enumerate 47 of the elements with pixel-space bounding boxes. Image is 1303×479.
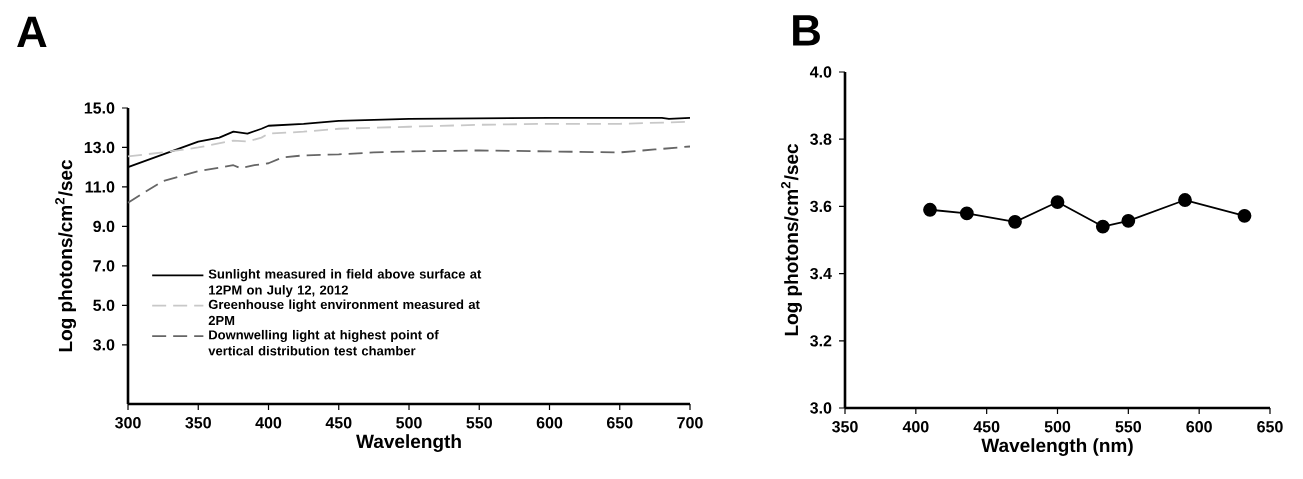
- point: [1237, 208, 1252, 223]
- x-tick-label: 550: [466, 417, 492, 429]
- line-series: [127, 145, 691, 204]
- text: A: [17, 16, 47, 47]
- point: [1095, 219, 1110, 234]
- point: [923, 202, 937, 217]
- point: [1121, 213, 1136, 228]
- y-tick-label: 3.0: [93, 339, 115, 351]
- x-tick-label: 650: [1257, 421, 1283, 433]
- x-tick-label: 400: [902, 421, 929, 433]
- text: B: [793, 15, 820, 46]
- legend-label: Downwelling light at highest point of vertical distribution test chamber: [208, 329, 439, 356]
- x-axis-title: Wavelength: [356, 434, 461, 452]
- y-tick-label: 15.0: [84, 102, 115, 114]
- y-tick-label: 4.0: [809, 66, 832, 78]
- y-tick-label: 3.4: [810, 267, 832, 280]
- y-axis-title: Log photons/cm$^{2}$/sec: [781, 144, 802, 336]
- point: [1008, 214, 1022, 229]
- legend-label: Greenhouse light environment measured at 2PM: [208, 299, 480, 325]
- x-tick-label: 600: [1186, 421, 1212, 433]
- y-axis-title: Log photons/cm$^{2}$/sec: [55, 160, 77, 352]
- y-tick-label: 11.0: [85, 181, 115, 193]
- y-tick-label: 13.0: [84, 141, 115, 154]
- legend-label: Sunlight measured in field above surface at 12PM on July 12, 2012: [208, 269, 482, 298]
- y-tick-label: 3.0: [810, 402, 832, 414]
- y-tick-label: 9.0: [93, 220, 115, 233]
- x-tick-label: 300: [115, 417, 141, 429]
- x-tick-label: 500: [1044, 421, 1071, 433]
- y-tick-label: 7.0: [93, 260, 115, 272]
- y-tick-label: 3.8: [810, 133, 832, 145]
- x-tick-label: 650: [607, 417, 633, 429]
- y-tick-label: 5.0: [93, 299, 115, 311]
- x-tick-label: 600: [536, 417, 563, 429]
- x-tick-label: 350: [185, 417, 211, 429]
- x-tick-label: 550: [1115, 421, 1142, 433]
- x-tick-label: 400: [255, 417, 282, 429]
- point: [1050, 195, 1065, 209]
- x-tick-label: 450: [325, 417, 352, 429]
- x-tick-label: 500: [396, 417, 422, 429]
- x-tick-label: 700: [677, 417, 703, 429]
- point: [1178, 193, 1192, 207]
- y-tick-label: 3.2: [810, 335, 832, 347]
- x-axis-title: Wavelength (nm): [981, 438, 1133, 456]
- x-tick-label: 350: [832, 421, 858, 433]
- x-tick-label: 450: [973, 421, 1000, 433]
- point: [959, 206, 974, 221]
- y-tick-label: 3.6: [810, 200, 832, 213]
